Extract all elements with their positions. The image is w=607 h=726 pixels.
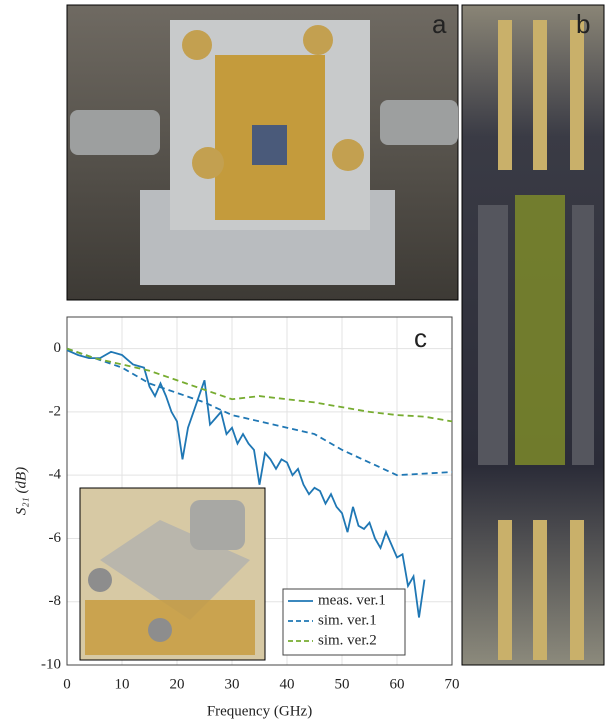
y-tick-label: -10 (41, 656, 61, 672)
x-tick-label: 30 (225, 676, 240, 692)
inset-connector (190, 500, 245, 550)
inset-screw (88, 568, 112, 592)
y-tick-label: -6 (49, 530, 62, 546)
panel-label: b (576, 9, 590, 39)
x-axis-label: Frequency (GHz) (207, 703, 312, 719)
y-tick-label: -2 (49, 403, 62, 419)
legend-label: sim. ver.2 (318, 632, 377, 648)
photo-a (67, 5, 458, 300)
inset-screw (148, 618, 172, 642)
x-tick-label: 70 (445, 676, 460, 692)
inset-photo (80, 488, 265, 660)
legend-label: sim. ver.1 (318, 612, 377, 628)
figure: a b 0 10 20 30 40 50 60 70 -10 -8 -6 -4 -2 0 Frequency… (0, 0, 607, 726)
y-tick-label: -8 (49, 593, 62, 609)
x-tick-label: 0 (63, 676, 71, 692)
y-tick-label: 0 (54, 340, 62, 356)
panel-label: a (432, 9, 447, 39)
photo-b (462, 5, 604, 665)
y-axis-label: S₂₁ (dB) (13, 467, 29, 515)
y-tick-label: -4 (49, 467, 62, 483)
x-tick-label: 10 (115, 676, 130, 692)
x-tick-label: 20 (170, 676, 185, 692)
x-tick-label: 50 (335, 676, 350, 692)
x-tick-label: 40 (280, 676, 295, 692)
x-tick-label: 60 (390, 676, 405, 692)
legend-label: meas. ver.1 (318, 592, 386, 608)
panel-label: c (414, 323, 427, 353)
